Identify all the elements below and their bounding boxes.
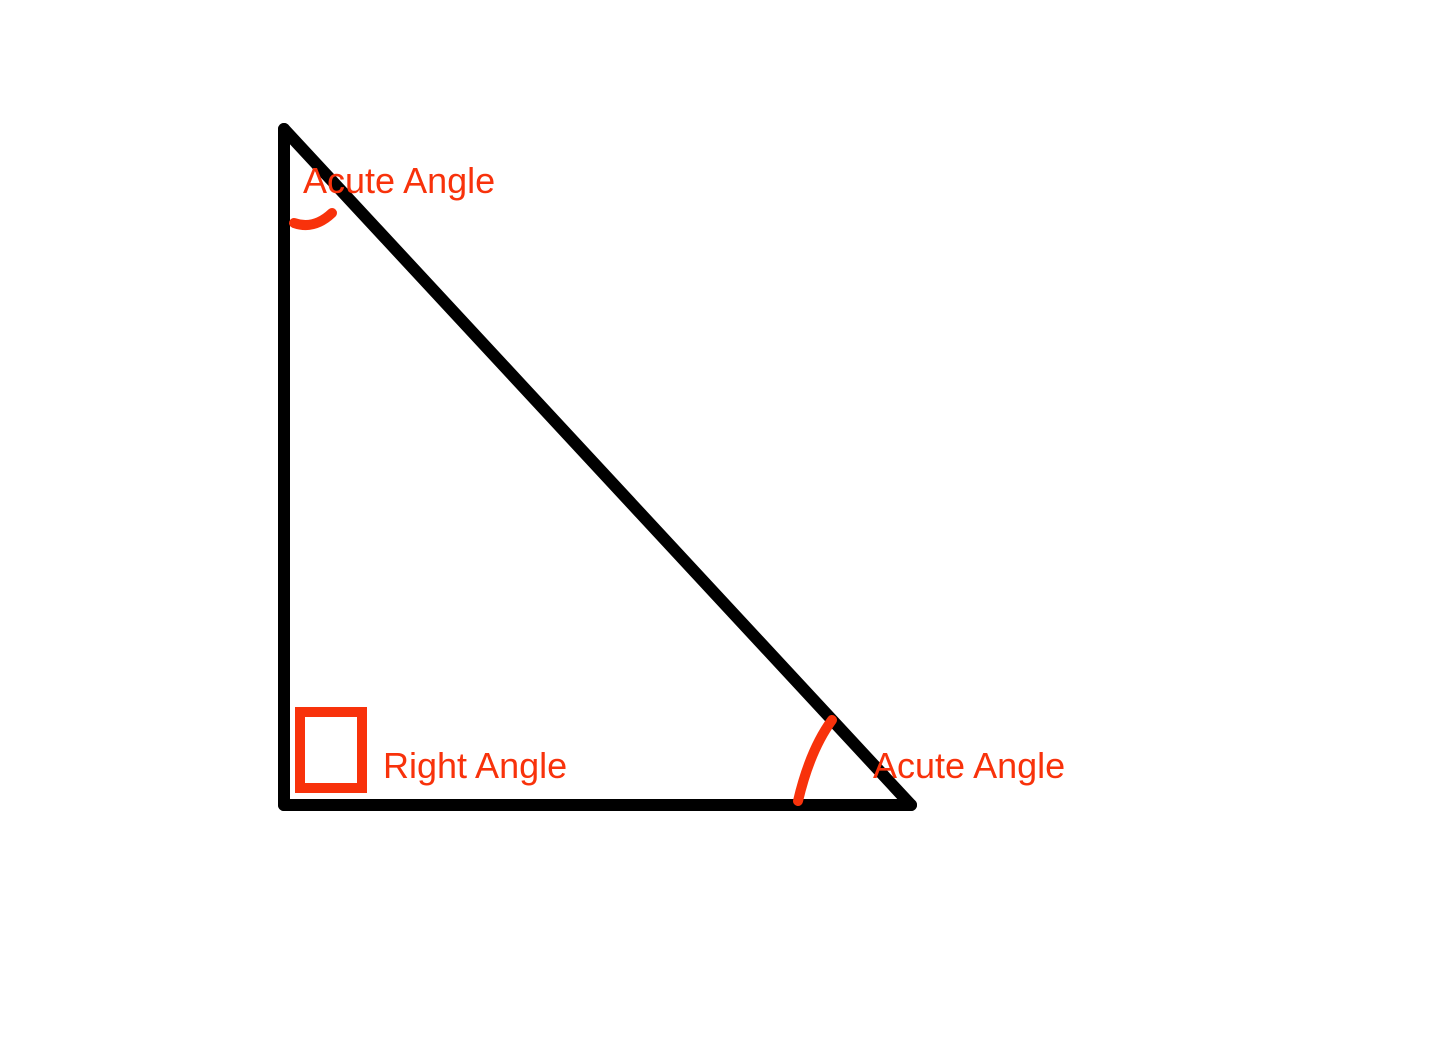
acute-arc-right [798,720,832,801]
right-angle-marker [300,712,362,788]
triangle-diagram [0,0,1448,1038]
label-acute-right: Acute Angle [873,745,1065,787]
triangle-side-hypotenuse [284,129,911,805]
label-acute-top: Acute Angle [303,160,495,202]
label-right-angle: Right Angle [383,745,567,787]
acute-arc-top [294,213,332,225]
